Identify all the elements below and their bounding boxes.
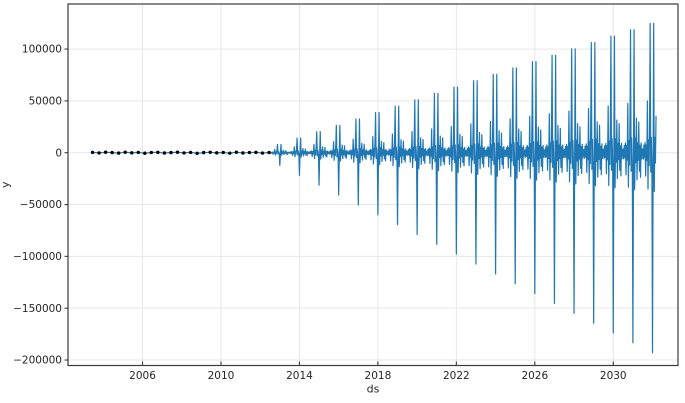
history-point bbox=[241, 151, 245, 155]
y-tick-label: 100000 bbox=[22, 44, 62, 56]
history-point bbox=[110, 150, 114, 155]
history-point bbox=[136, 150, 140, 155]
y-tick-label: −200000 bbox=[13, 355, 62, 367]
x-tick-label: 2006 bbox=[129, 370, 156, 382]
x-tick-label: 2022 bbox=[443, 370, 470, 382]
history-point bbox=[188, 150, 193, 155]
gridlines bbox=[68, 4, 678, 366]
tick-marks bbox=[64, 48, 614, 366]
history-point bbox=[149, 150, 154, 155]
history-point bbox=[208, 150, 212, 155]
history-point bbox=[215, 151, 219, 155]
history-point bbox=[254, 150, 258, 155]
x-tick-label: 2030 bbox=[600, 370, 627, 382]
y-tick-label: −100000 bbox=[13, 251, 62, 263]
history-point bbox=[247, 150, 252, 155]
history-point bbox=[182, 151, 186, 155]
history-point bbox=[116, 151, 121, 155]
x-tick-label: 2026 bbox=[521, 370, 548, 382]
axes-background bbox=[68, 4, 678, 366]
y-tick-label: 0 bbox=[55, 147, 62, 159]
history-point bbox=[195, 151, 199, 156]
history-point bbox=[103, 150, 108, 154]
history-point bbox=[260, 151, 265, 155]
history-point bbox=[123, 150, 127, 154]
x-tick-label: 2010 bbox=[208, 370, 235, 382]
history-point bbox=[162, 151, 167, 155]
history-point bbox=[267, 150, 271, 155]
plot-border bbox=[67, 3, 679, 367]
history-point bbox=[221, 150, 225, 155]
y-tick-label: 50000 bbox=[29, 96, 62, 108]
history-point bbox=[143, 151, 147, 155]
y-tick-label: −50000 bbox=[20, 199, 62, 211]
history-point bbox=[175, 150, 180, 154]
y-axis-label: y bbox=[0, 181, 12, 188]
history-point bbox=[228, 151, 232, 155]
history-point bbox=[201, 150, 206, 155]
history-point bbox=[130, 151, 134, 155]
history-point bbox=[97, 151, 101, 155]
history-point bbox=[169, 150, 173, 155]
history-point bbox=[90, 150, 95, 155]
history-points bbox=[90, 150, 271, 156]
y-tick-label: −150000 bbox=[13, 303, 62, 315]
x-tick-label: 2018 bbox=[365, 370, 392, 382]
x-tick-label: 2014 bbox=[286, 370, 313, 382]
history-point bbox=[234, 150, 239, 154]
forecast-line bbox=[91, 22, 657, 354]
tick-labels: 2006 2010 2014 2018 2022 2026 2030 −200000 −1500… bbox=[13, 44, 627, 382]
history-point bbox=[156, 150, 160, 155]
x-axis-label: ds bbox=[367, 383, 380, 396]
